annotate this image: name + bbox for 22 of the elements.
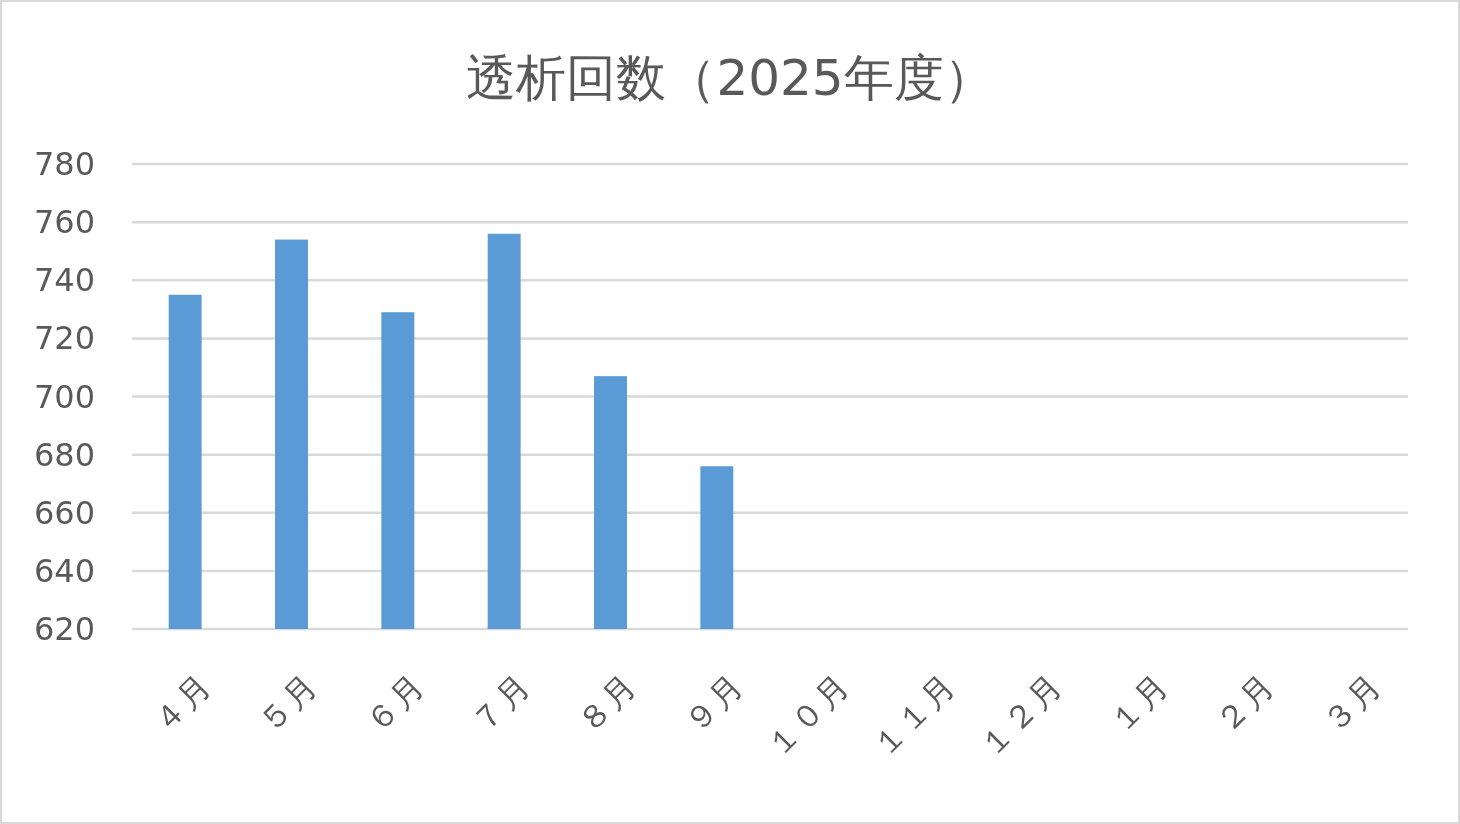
y-tick-label: 760 bbox=[33, 203, 95, 242]
y-tick-label: 660 bbox=[33, 493, 95, 532]
y-tick-label: 780 bbox=[33, 145, 95, 183]
x-tick-label: １１月 bbox=[865, 665, 965, 765]
x-tick-label: ６月 bbox=[357, 665, 433, 741]
x-tick-label: ３月 bbox=[1314, 665, 1390, 741]
y-tick-label: 700 bbox=[33, 377, 95, 416]
x-tick-label: ７月 bbox=[463, 665, 539, 741]
y-tick-label: 720 bbox=[33, 319, 95, 358]
x-tick-label: ５月 bbox=[251, 665, 327, 741]
x-tick-label: ２月 bbox=[1208, 665, 1284, 741]
x-tick-label: １２月 bbox=[971, 665, 1071, 765]
title: 透析回数（2025年度） bbox=[466, 49, 994, 107]
x-tick-label: １０月 bbox=[758, 665, 858, 765]
y-tick-label: 620 bbox=[33, 610, 95, 648]
x-tick-label: ９月 bbox=[676, 665, 752, 741]
y-tick-label: 680 bbox=[33, 435, 95, 474]
y-tick-label: 640 bbox=[33, 551, 95, 590]
x-tick-label: ８月 bbox=[570, 665, 646, 741]
x-tick-label: １月 bbox=[1101, 665, 1177, 741]
x-tick-label: ４月 bbox=[144, 665, 220, 741]
y-tick-label: 740 bbox=[33, 261, 95, 300]
